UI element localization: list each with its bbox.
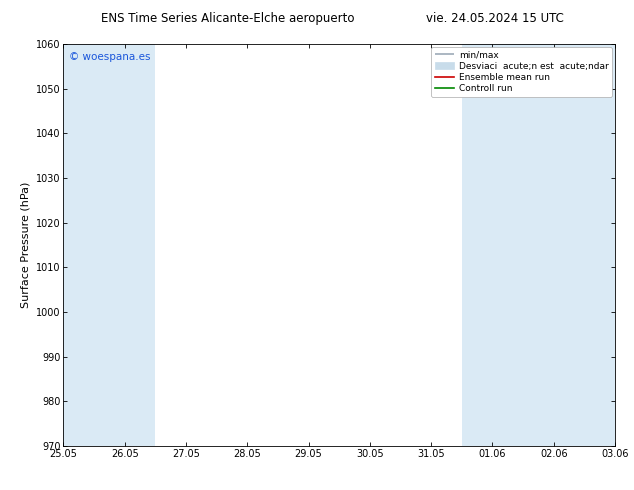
Bar: [63, 44, 94, 446]
Bar: [523, 44, 585, 446]
Bar: [94, 44, 155, 446]
Text: © woespana.es: © woespana.es: [69, 52, 150, 62]
Text: vie. 24.05.2024 15 UTC: vie. 24.05.2024 15 UTC: [425, 12, 564, 25]
Bar: [585, 44, 615, 446]
Text: ENS Time Series Alicante-Elche aeropuerto: ENS Time Series Alicante-Elche aeropuert…: [101, 12, 355, 25]
Y-axis label: Surface Pressure (hPa): Surface Pressure (hPa): [20, 182, 30, 308]
Bar: [462, 44, 523, 446]
Legend: min/max, Desviaci  acute;n est  acute;ndar, Ensemble mean run, Controll run: min/max, Desviaci acute;n est acute;ndar…: [431, 47, 612, 97]
